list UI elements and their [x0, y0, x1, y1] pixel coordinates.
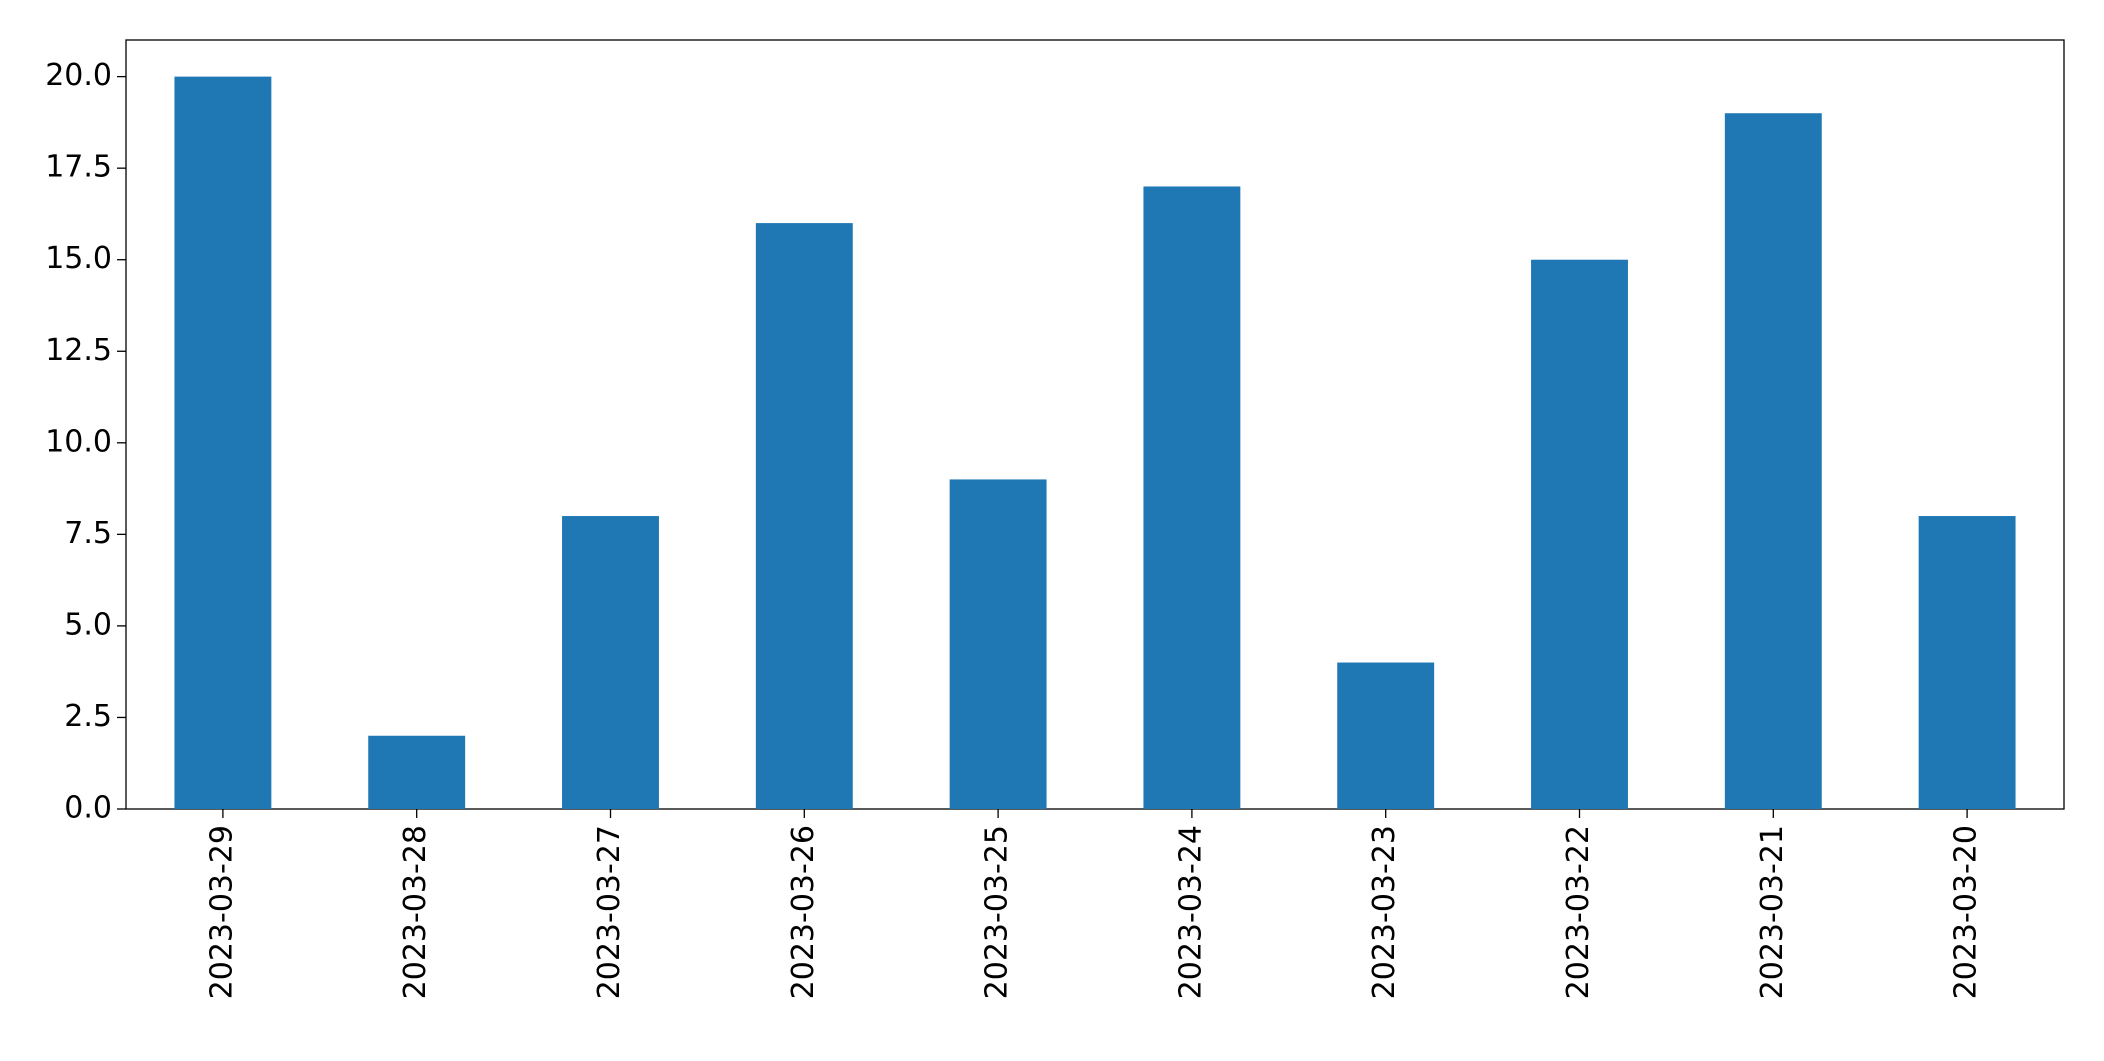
x-tick-label: 2023-03-24 — [1173, 825, 1208, 999]
y-tick-label: 12.5 — [45, 333, 112, 368]
bar — [949, 479, 1047, 809]
y-tick-label: 5.0 — [64, 607, 112, 642]
bar — [1337, 662, 1435, 809]
x-tick-label: 2023-03-28 — [398, 825, 433, 999]
bar — [1918, 516, 2016, 809]
x-tick-label: 2023-03-29 — [204, 825, 239, 999]
y-tick-label: 17.5 — [45, 150, 112, 185]
x-tick-label: 2023-03-23 — [1367, 825, 1402, 999]
bar — [562, 516, 659, 809]
bar — [368, 735, 466, 809]
y-tick-label: 7.5 — [64, 516, 112, 551]
plot-frame — [125, 39, 2065, 810]
x-tick-label: 2023-03-25 — [980, 825, 1015, 999]
y-tick-label: 0.0 — [64, 791, 112, 826]
x-tick-label: 2023-03-27 — [592, 825, 627, 999]
x-tick-label: 2023-03-20 — [1949, 825, 1984, 999]
bar — [755, 223, 853, 810]
bar — [174, 76, 272, 810]
y-tick-label: 20.0 — [45, 58, 112, 93]
y-tick-label: 2.5 — [64, 699, 112, 734]
x-tick-label: 2023-03-22 — [1561, 825, 1596, 999]
bar — [1531, 259, 1628, 809]
y-tick-label: 15.0 — [45, 241, 112, 276]
bar — [1724, 113, 1822, 809]
x-tick-label: 2023-03-21 — [1755, 825, 1790, 999]
y-tick-label: 10.0 — [45, 424, 112, 459]
x-tick-label: 2023-03-26 — [786, 825, 821, 999]
bar — [1143, 186, 1241, 809]
